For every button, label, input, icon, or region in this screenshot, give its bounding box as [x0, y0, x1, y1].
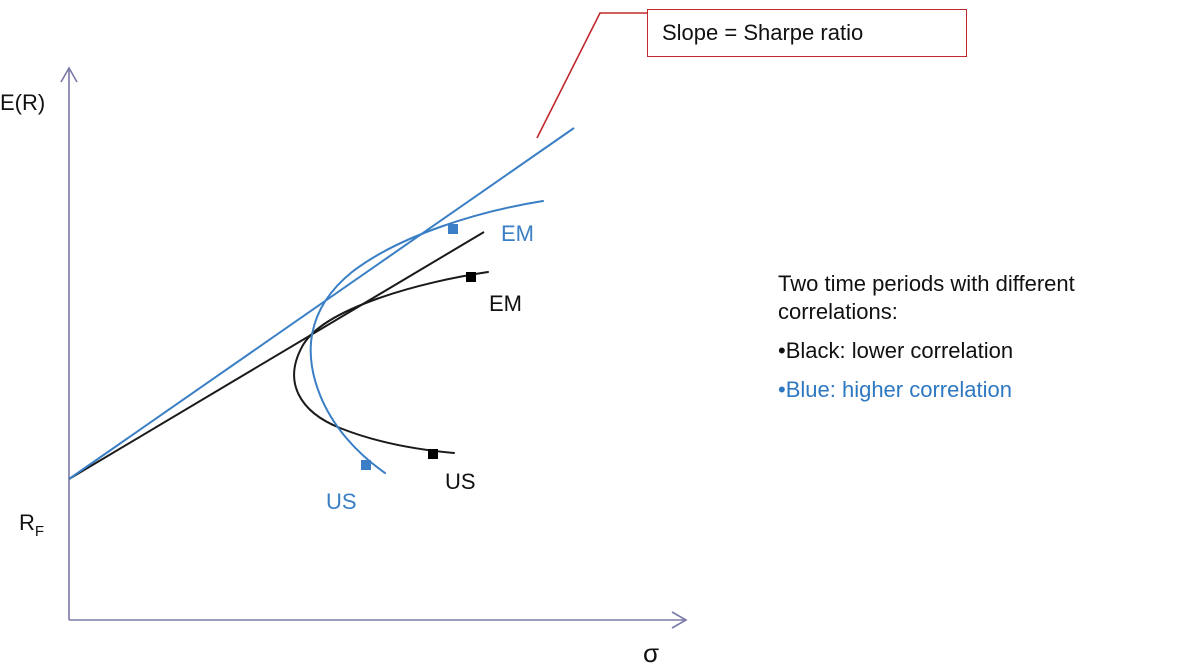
y-axis-arrowhead: [60, 66, 78, 83]
black-efficient-frontier: [293, 271, 489, 454]
correlation-note: Two time periods with different correlat…: [778, 270, 1178, 415]
blue-em-marker: [448, 224, 458, 234]
blue-capital-allocation-line: [68, 127, 575, 480]
black-capital-allocation-line: [68, 231, 485, 480]
risk-free-label-main: R: [19, 510, 35, 535]
blue-us-label: US: [326, 489, 357, 514]
y-axis-label: E(R): [0, 90, 45, 115]
note-black-bullet: •Black: lower correlation: [778, 338, 1014, 363]
risk-free-label: RF: [19, 510, 44, 540]
note-blue-bullet: •Blue: higher correlation: [778, 377, 1012, 402]
callout-leader-line: [536, 12, 647, 139]
note-intro: Two time periods with different correlat…: [778, 271, 1075, 324]
callout-text: Slope = Sharpe ratio: [662, 20, 864, 45]
black-em-marker: [466, 272, 476, 282]
x-axis-label: σ: [643, 638, 659, 664]
sharpe-ratio-callout: Slope = Sharpe ratio: [647, 9, 967, 57]
x-axis-arrowhead: [671, 611, 688, 629]
black-em-label: EM: [489, 291, 522, 316]
black-us-label: US: [445, 469, 476, 494]
risk-free-label-sub: F: [35, 523, 44, 540]
blue-efficient-frontier: [309, 200, 544, 474]
black-us-marker: [428, 449, 438, 459]
blue-em-label: EM: [501, 221, 534, 246]
blue-us-marker: [361, 460, 371, 470]
